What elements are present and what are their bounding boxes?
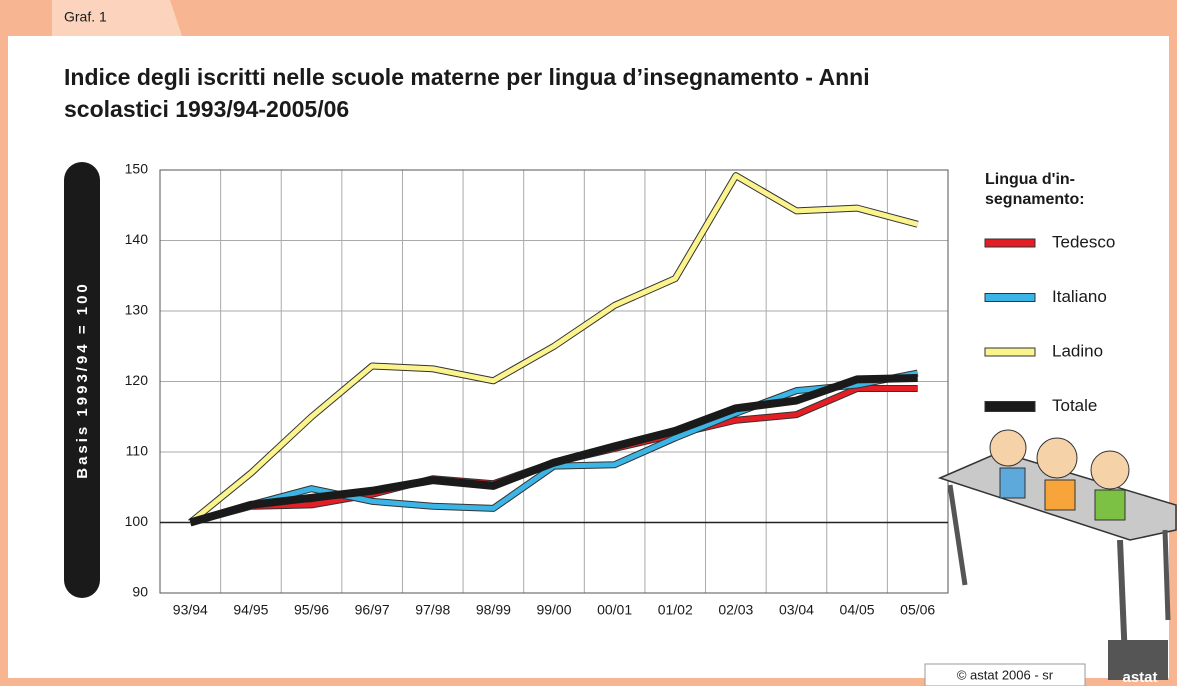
x-tick-label: 04/05 xyxy=(840,602,875,618)
legend-title: segnamento: xyxy=(985,191,1085,208)
legend-label: Tedesco xyxy=(1052,232,1115,251)
legend-label: Italiano xyxy=(1052,287,1107,306)
x-tick-label: 98/99 xyxy=(476,602,511,618)
legend-swatch xyxy=(985,294,1035,302)
x-tick-label: 02/03 xyxy=(718,602,753,618)
x-tick-label: 97/98 xyxy=(415,602,450,618)
x-tick-label: 94/95 xyxy=(233,602,268,618)
x-tick-label: 93/94 xyxy=(173,602,208,618)
page: {"tab": "Graf. 1", "footer": "© astat 20… xyxy=(0,0,1177,686)
legend-label: Ladino xyxy=(1052,341,1103,360)
x-tick-label: 95/96 xyxy=(294,602,329,618)
legend-swatch xyxy=(985,348,1035,356)
legend-swatch xyxy=(985,402,1035,412)
y-tick-label: 90 xyxy=(132,584,148,600)
x-tick-label: 96/97 xyxy=(355,602,390,618)
chart: Graf. 1 Indice degli iscritti nelle scuo… xyxy=(0,0,1177,686)
footer: © astat 2006 - sr xyxy=(957,667,1054,682)
chart-title: scolastici 1993/94-2005/06 xyxy=(64,96,349,122)
tab-label: Graf. 1 xyxy=(64,9,107,25)
legend-label: Totale xyxy=(1052,396,1097,415)
x-tick-label: 05/06 xyxy=(900,602,935,618)
legend-title: Lingua d'in- xyxy=(985,171,1075,188)
logo: astat xyxy=(1122,669,1157,686)
y-tick-label: 150 xyxy=(125,161,149,177)
y-tick-label: 120 xyxy=(125,372,149,388)
y-tick-label: 110 xyxy=(126,443,149,459)
x-tick-label: 01/02 xyxy=(658,602,693,618)
panel xyxy=(8,36,1169,678)
y-tick-label: 100 xyxy=(125,513,149,529)
chart-title: Indice degli iscritti nelle scuole mater… xyxy=(64,64,870,90)
x-tick-label: 03/04 xyxy=(779,602,814,618)
x-tick-label: 99/00 xyxy=(536,602,571,618)
y-tick-label: 130 xyxy=(125,302,149,318)
y-axis-label: Basis 1993/94 = 100 xyxy=(74,281,91,479)
y-tick-label: 140 xyxy=(125,231,149,247)
legend-swatch xyxy=(985,239,1035,247)
x-tick-label: 00/01 xyxy=(597,602,632,618)
